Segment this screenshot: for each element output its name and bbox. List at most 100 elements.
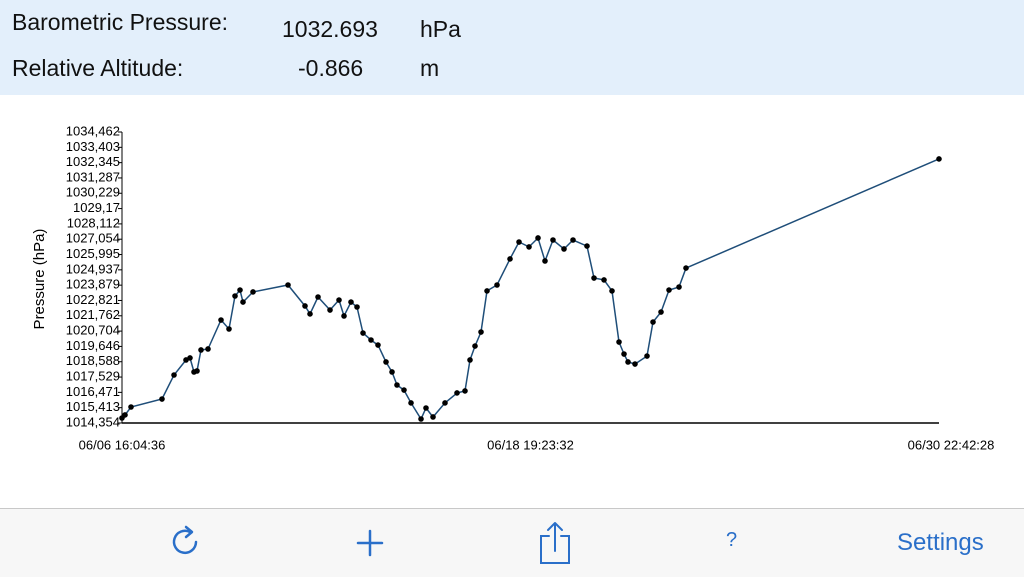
y-tick-label: 1022,821 bbox=[66, 292, 120, 307]
y-tick-label: 1020,704 bbox=[66, 323, 120, 338]
data-point bbox=[327, 307, 333, 313]
data-point bbox=[226, 326, 232, 332]
y-tick-label: 1029,17 bbox=[73, 200, 120, 215]
y-tick-label: 1018,588 bbox=[66, 353, 120, 368]
data-point bbox=[621, 351, 627, 357]
data-point bbox=[609, 288, 615, 294]
data-point bbox=[644, 353, 650, 359]
y-tick-label: 1017,529 bbox=[66, 368, 120, 383]
data-point bbox=[561, 246, 567, 252]
y-tick-label: 1030,229 bbox=[66, 185, 120, 200]
x-tick-label: 06/06 16:04:36 bbox=[79, 437, 166, 452]
data-point bbox=[250, 289, 256, 295]
data-point bbox=[401, 387, 407, 393]
x-tick-label: 06/18 19:23:32 bbox=[487, 437, 574, 452]
data-point bbox=[625, 359, 631, 365]
data-point bbox=[171, 372, 177, 378]
data-point bbox=[454, 390, 460, 396]
data-point bbox=[478, 329, 484, 335]
y-tick-label: 1033,403 bbox=[66, 139, 120, 154]
refresh-button[interactable] bbox=[172, 525, 198, 555]
data-point bbox=[394, 382, 400, 388]
label: Relative Altitude: bbox=[12, 55, 184, 81]
data-point bbox=[418, 416, 424, 422]
value: -0.866 bbox=[298, 55, 364, 81]
data-point bbox=[205, 346, 211, 352]
data-point bbox=[650, 319, 656, 325]
data-point bbox=[383, 359, 389, 365]
y-tick-label: 1025,995 bbox=[66, 246, 120, 261]
data-point bbox=[187, 355, 193, 361]
unit: hPa bbox=[420, 16, 461, 42]
data-point bbox=[423, 405, 429, 411]
x-tick-label: 06/30 22:42:28 bbox=[908, 437, 995, 452]
data-point bbox=[936, 156, 942, 162]
data-point bbox=[507, 256, 513, 262]
data-point bbox=[354, 304, 360, 310]
share-button[interactable] bbox=[540, 522, 570, 564]
data-point bbox=[591, 275, 597, 281]
y-tick-label: 1016,471 bbox=[66, 384, 120, 399]
data-point bbox=[408, 400, 414, 406]
data-point bbox=[368, 337, 374, 343]
data-point bbox=[484, 288, 490, 294]
data-point bbox=[442, 400, 448, 406]
data-point bbox=[232, 293, 238, 299]
data-point bbox=[658, 309, 664, 315]
data-point bbox=[194, 368, 200, 374]
y-axis-title: Pressure (hPa) bbox=[31, 229, 48, 330]
data-point bbox=[348, 299, 354, 305]
y-tick-label: 1034,462 bbox=[66, 123, 120, 138]
data-point bbox=[462, 388, 468, 394]
value: 1032.693 bbox=[282, 16, 378, 42]
data-point bbox=[315, 294, 321, 300]
data-point bbox=[237, 287, 243, 293]
data-point bbox=[494, 282, 500, 288]
y-tick-label: 1019,646 bbox=[66, 338, 120, 353]
data-point bbox=[526, 244, 532, 250]
data-point bbox=[570, 237, 576, 243]
data-point bbox=[218, 317, 224, 323]
data-point bbox=[128, 404, 134, 410]
y-tick-label: 1015,413 bbox=[66, 399, 120, 414]
y-tick-label: 1024,937 bbox=[66, 261, 120, 276]
label: Barometric Pressure: bbox=[12, 9, 229, 35]
data-point bbox=[198, 347, 204, 353]
chart: Pressure (hPa) 1014,3541015,4131016,4711… bbox=[31, 123, 995, 452]
data-point bbox=[472, 343, 478, 349]
y-tick-label: 1014,354 bbox=[66, 414, 120, 429]
data-point bbox=[307, 311, 313, 317]
add-button[interactable] bbox=[356, 529, 384, 557]
toolbar: ? Settings bbox=[0, 508, 1024, 577]
data-point bbox=[683, 265, 689, 271]
y-tick-label: 1028,112 bbox=[67, 215, 120, 230]
pressure-line bbox=[121, 158, 940, 421]
y-tick-label: 1031,287 bbox=[66, 169, 120, 184]
y-tick-label: 1021,762 bbox=[66, 307, 120, 322]
data-point bbox=[550, 237, 556, 243]
data-point bbox=[302, 303, 308, 309]
data-point bbox=[467, 357, 473, 363]
y-tick-label: 1023,879 bbox=[66, 277, 120, 292]
data-point bbox=[389, 369, 395, 375]
data-point bbox=[632, 361, 638, 367]
data-point bbox=[666, 287, 672, 293]
y-tick-label: 1032,345 bbox=[66, 154, 120, 169]
data-point bbox=[542, 258, 548, 264]
help-button[interactable]: ? bbox=[726, 529, 738, 551]
data-point bbox=[122, 412, 128, 418]
data-point bbox=[336, 297, 342, 303]
settings-button[interactable]: Settings bbox=[897, 529, 984, 556]
data-point bbox=[616, 339, 622, 345]
data-point bbox=[240, 299, 246, 305]
data-point bbox=[360, 330, 366, 336]
data-point bbox=[159, 396, 165, 402]
readout-panel: Barometric Pressure: 1032.693 hPa Relati… bbox=[0, 0, 1024, 95]
data-point bbox=[375, 342, 381, 348]
y-tick-label: 1027,054 bbox=[66, 231, 120, 246]
data-point bbox=[584, 243, 590, 249]
data-point bbox=[341, 313, 347, 319]
data-point bbox=[285, 282, 291, 288]
data-point bbox=[535, 235, 541, 241]
